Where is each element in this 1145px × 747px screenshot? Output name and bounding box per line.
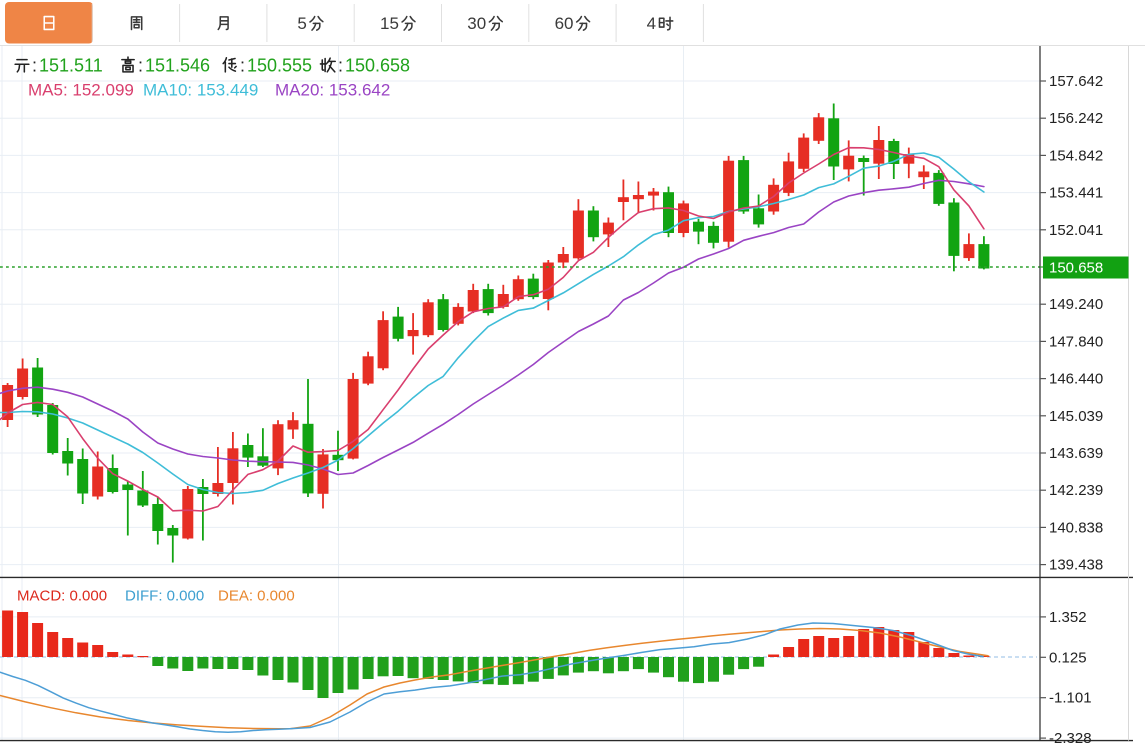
svg-text:0.125: 0.125 [1049,649,1087,666]
svg-text:5: 5 [297,14,306,33]
svg-text:MA10: 153.449: MA10: 153.449 [143,81,258,100]
svg-text:156.242: 156.242 [1049,110,1103,127]
svg-text:MACD: 0.000: MACD: 0.000 [17,588,107,605]
svg-text:-1.101: -1.101 [1049,690,1092,707]
svg-text::: : [138,56,143,76]
svg-text:146.440: 146.440 [1049,371,1103,388]
svg-text:4: 4 [647,14,656,33]
svg-text::: : [32,56,37,76]
svg-text:1.352: 1.352 [1049,609,1087,626]
svg-text::: : [338,56,343,76]
svg-text:149.240: 149.240 [1049,296,1103,313]
svg-text:139.438: 139.438 [1049,557,1103,574]
svg-text:150.658: 150.658 [345,56,410,76]
svg-text:DEA: 0.000: DEA: 0.000 [218,588,295,605]
svg-text:151.511: 151.511 [39,56,103,76]
svg-text:-2.328: -2.328 [1049,730,1092,747]
svg-text:153.441: 153.441 [1049,185,1103,202]
svg-text:150.658: 150.658 [1049,260,1103,277]
svg-text::: : [240,56,245,76]
svg-text:157.642: 157.642 [1049,73,1103,90]
svg-text:152.041: 152.041 [1049,222,1103,239]
svg-text:60: 60 [555,14,574,33]
svg-text:151.546: 151.546 [145,56,210,76]
svg-text:15: 15 [380,14,399,33]
svg-text:142.239: 142.239 [1049,482,1103,499]
svg-text:MA5: 152.099: MA5: 152.099 [28,81,134,100]
svg-text:145.039: 145.039 [1049,408,1103,425]
svg-text:30: 30 [467,14,486,33]
svg-text:143.639: 143.639 [1049,445,1103,462]
svg-text:150.555: 150.555 [247,56,312,76]
svg-text:154.842: 154.842 [1049,147,1103,164]
svg-text:MA20: 153.642: MA20: 153.642 [275,81,390,100]
svg-text:DIFF: 0.000: DIFF: 0.000 [125,588,204,605]
svg-text:140.838: 140.838 [1049,519,1103,536]
svg-text:147.840: 147.840 [1049,333,1103,350]
